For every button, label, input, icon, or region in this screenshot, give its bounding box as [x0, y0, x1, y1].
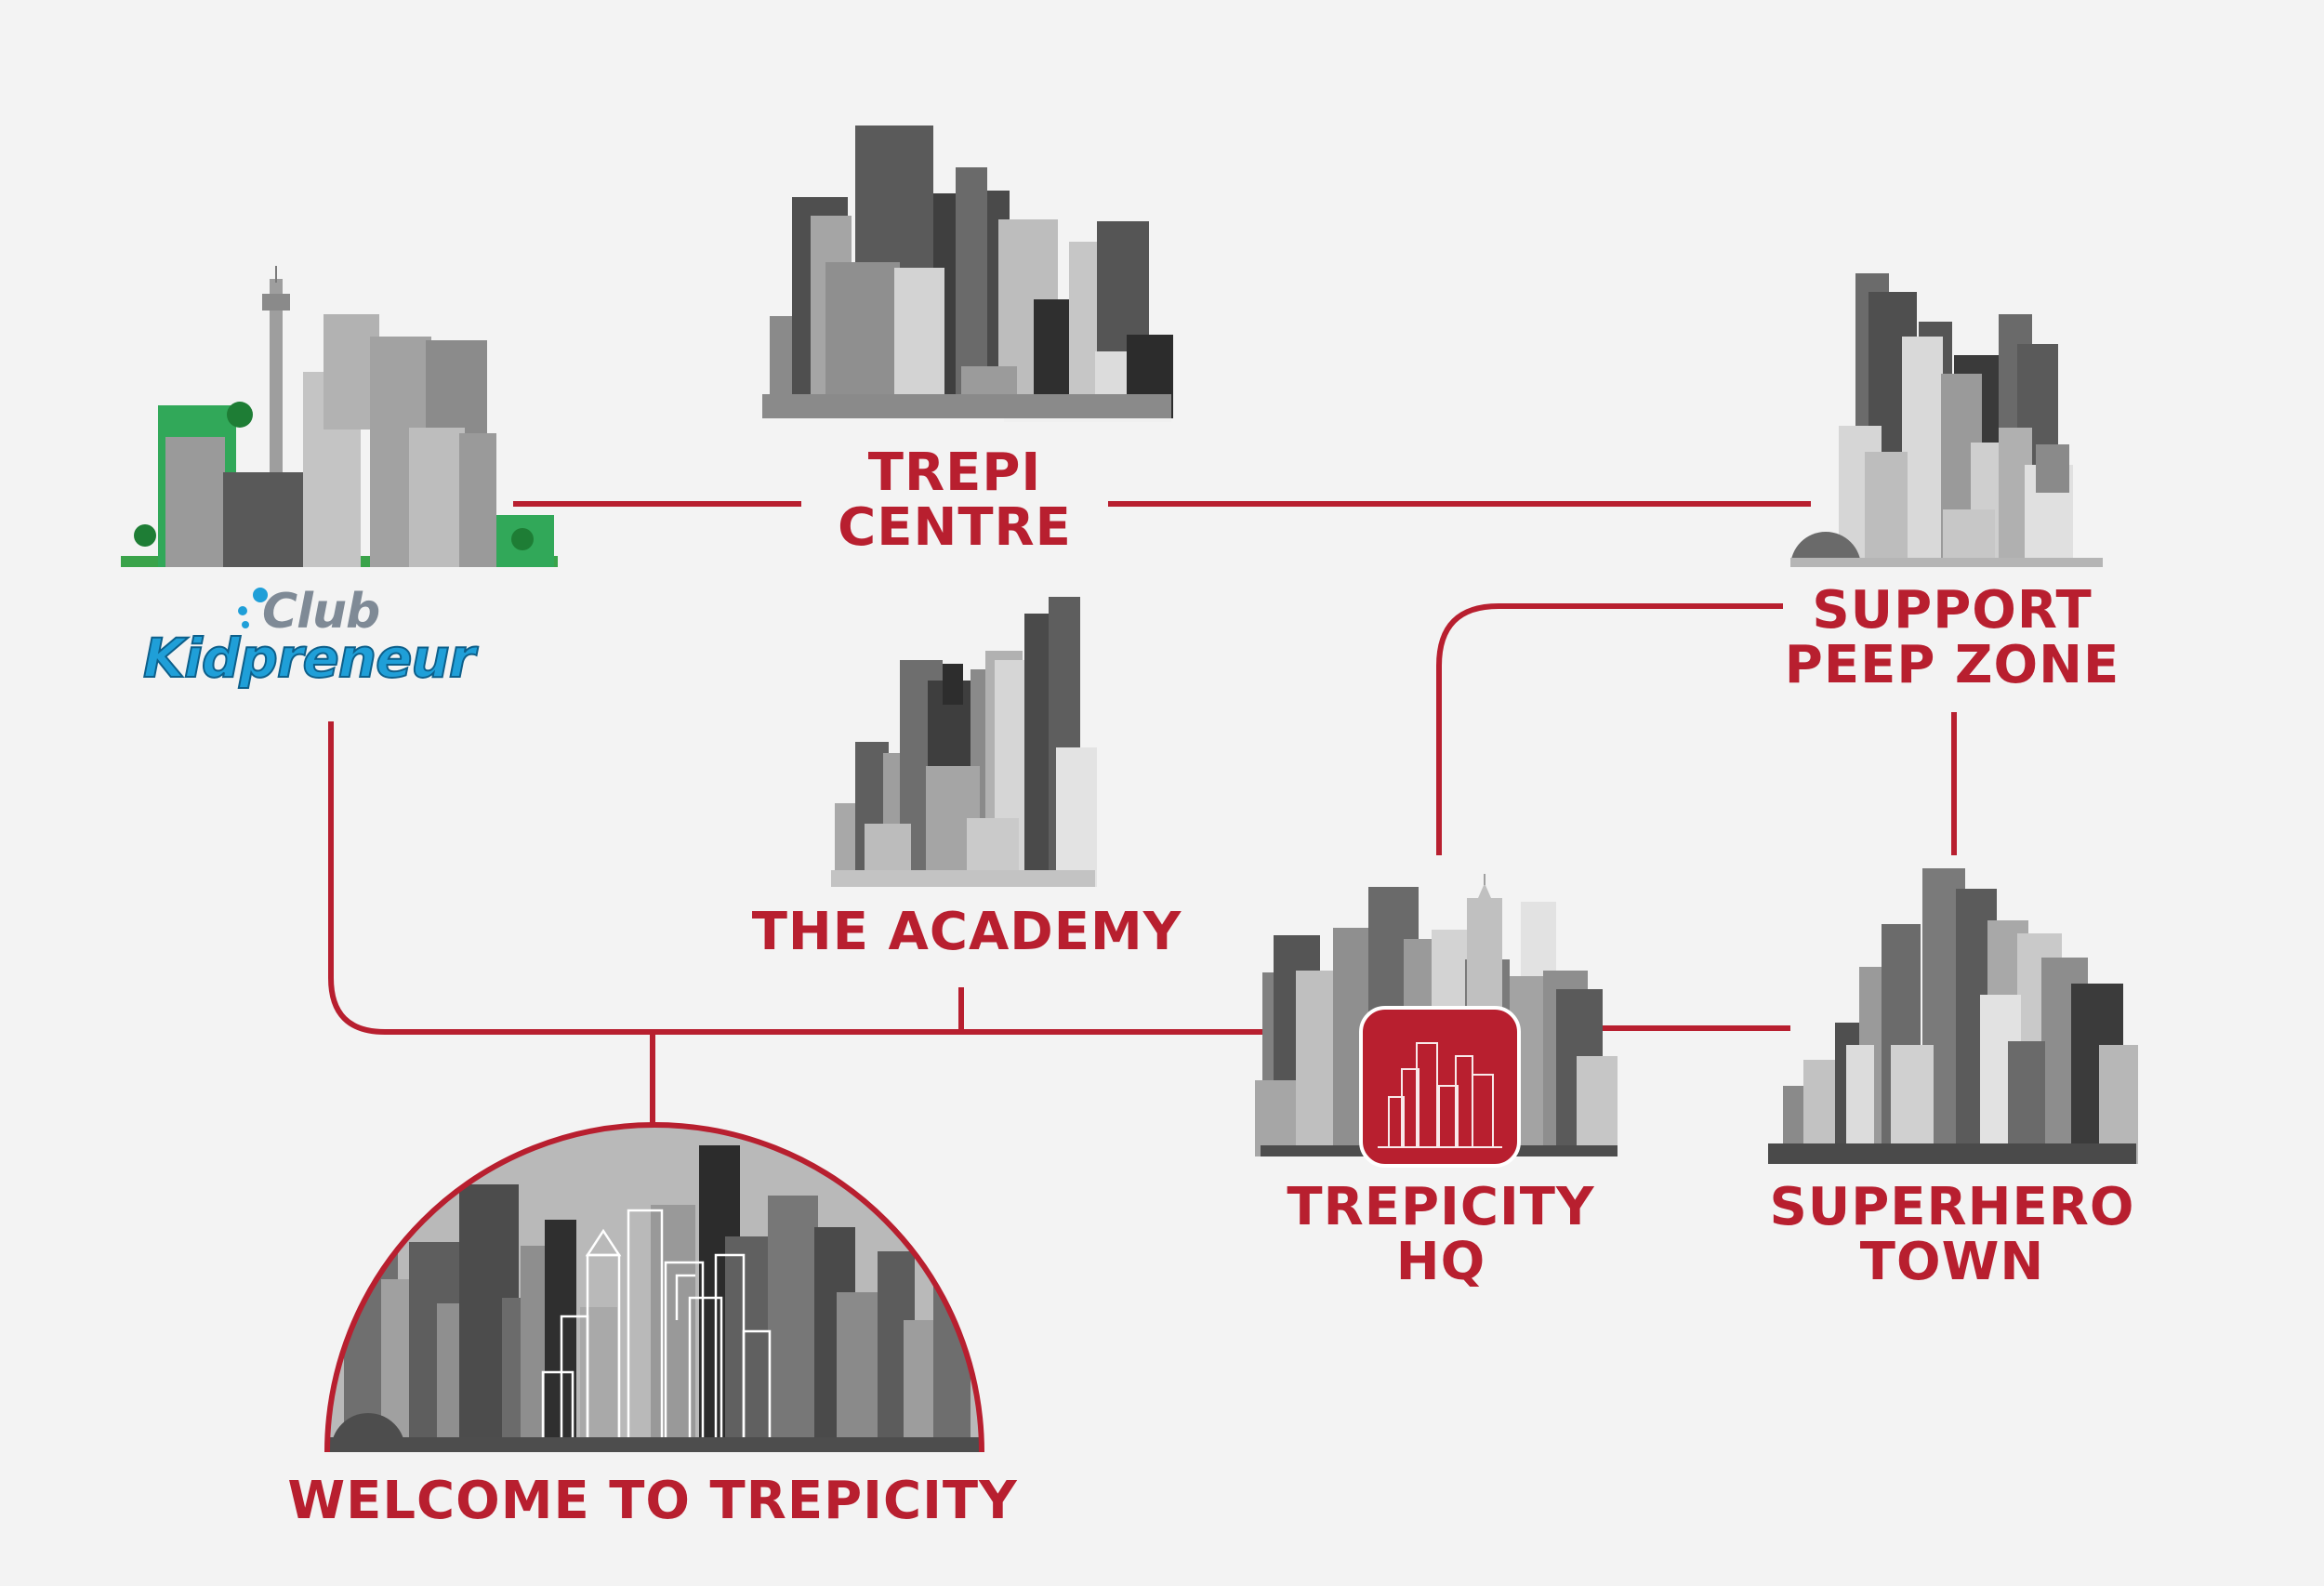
bubble-dot-icon — [253, 588, 268, 602]
bubble-dot-icon — [238, 606, 247, 615]
the-academy-skyline-icon — [831, 597, 1097, 887]
trepicity-hq-line2: HQ — [1395, 1231, 1486, 1292]
trepicity-hq-skyline-icon — [1255, 874, 1618, 1168]
superhero-town-line1: SUPERHERO — [1769, 1177, 2135, 1237]
path-kidpreneur-welcome — [328, 721, 1275, 1035]
label-superhero-town[interactable]: SUPERHERO TOWN — [1748, 1177, 2157, 1292]
support-peep-zone-skyline-icon — [1790, 273, 2103, 567]
support-peep-zone-line1: SUPPORT — [1812, 580, 2093, 641]
connector-lines — [328, 501, 1957, 1125]
label-welcome-to-trepicity[interactable]: WELCOME TO TREPICITY — [253, 1474, 1052, 1529]
support-peep-zone-line2: PEEP ZONE — [1784, 634, 2120, 695]
path-support-hq — [1436, 603, 1783, 855]
welcome-line1: WELCOME TO TREPICITY — [287, 1471, 1018, 1531]
label-support-peep-zone[interactable]: SUPPORT PEEP ZONE — [1766, 580, 2138, 695]
the-academy-line1: THE ACADEMY — [751, 902, 1182, 962]
logo-line2: Kidpreneur — [142, 626, 476, 691]
superhero-town-line2: TOWN — [1859, 1231, 2045, 1292]
welcome-dome-icon — [324, 1122, 984, 1453]
superhero-town-skyline-icon — [1768, 868, 2138, 1164]
trepicity-hq-line1: TREPICITY — [1287, 1177, 1595, 1237]
label-the-academy[interactable]: THE ACADEMY — [706, 905, 1227, 960]
label-trepicity-hq[interactable]: TREPICITY HQ — [1246, 1177, 1636, 1292]
trepicity-hq-badge-icon — [1359, 1006, 1521, 1168]
label-trepi-centre[interactable]: TREPI CENTRE — [801, 443, 1108, 558]
bubble-dot-icon — [242, 621, 249, 628]
trepi-centre-line2: CENTRE — [838, 496, 1072, 558]
logo-line1: Club — [262, 584, 380, 640]
kidpreneur-skyline-icon — [121, 266, 558, 567]
trepi-centre-line1: TREPI — [867, 443, 1042, 503]
trepi-centre-skyline-icon — [762, 126, 1173, 422]
club-kidpreneur-logo[interactable]: Club Kidpreneur — [142, 584, 534, 714]
